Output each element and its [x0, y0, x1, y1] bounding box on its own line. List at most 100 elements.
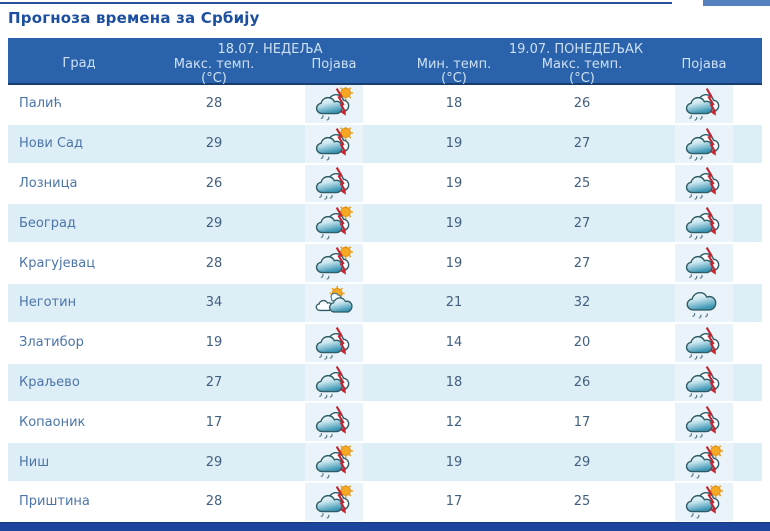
- day-group-monday: 19.07. ПОНЕДЕЉАК: [508, 42, 644, 57]
- table-row: Неготин 34 21 32: [8, 283, 762, 324]
- cloud-sun-thunderstorm-icon: [675, 482, 733, 521]
- phenomenon-label: Појава: [311, 57, 357, 72]
- monday-min-temp: 18: [445, 96, 463, 112]
- sunday-max-temp: 19: [205, 335, 223, 351]
- monday-phenomenon-cell: [646, 482, 762, 521]
- table-row: Златибор 19 14 20: [8, 323, 762, 364]
- table-row: Палић 28 18 26: [8, 85, 762, 125]
- monday-max-temp: 32: [573, 295, 591, 311]
- monday-min-temp: 19: [445, 175, 463, 191]
- cloud-thunderstorm-icon: [305, 164, 363, 203]
- monday-min-temp: 19: [445, 215, 463, 231]
- footer-bar: [0, 522, 770, 531]
- monday-min-temp: 19: [445, 255, 463, 271]
- column-header-sunday-max-temp: Макс. темп. (°C): [150, 58, 278, 86]
- sunday-phenomenon-cell: [278, 482, 390, 521]
- sunday-max-temp: 29: [205, 136, 223, 152]
- sunday-max-temp: 27: [205, 374, 223, 390]
- sunday-phenomenon-cell: [278, 403, 390, 442]
- table-row: Приштина 28 17 25: [8, 482, 762, 523]
- monday-min-temp: 19: [445, 136, 463, 152]
- unit-label: (°C): [201, 71, 227, 86]
- table-row: Нови Сад 29 19 27: [8, 124, 762, 165]
- monday-max-temp: 29: [573, 454, 591, 470]
- sunday-max-temp: 29: [205, 454, 223, 470]
- cloud-thunderstorm-icon: [675, 403, 733, 442]
- monday-phenomenon-cell: [646, 244, 762, 282]
- monday-max-temp: 20: [573, 335, 591, 351]
- top-divider: [0, 2, 672, 4]
- monday-min-temp: 12: [445, 414, 463, 430]
- table-body: Палић 28 18 26 Нови Сад 29 19 27 Лозница 26 19 25 Бе…: [8, 85, 762, 523]
- sunday-phenomenon-cell: [278, 283, 390, 322]
- column-header-monday-min-temp: Мин. темп. (°C): [390, 58, 518, 86]
- monday-min-temp: 18: [445, 374, 463, 390]
- monday-phenomenon-cell: [646, 85, 762, 123]
- sunday-phenomenon-cell: [278, 204, 390, 243]
- city-name: Нови Сад: [19, 136, 84, 152]
- table-row: Ниш 29 19 29: [8, 443, 762, 483]
- cloud-thunderstorm-icon: [675, 124, 733, 163]
- cloud-thunderstorm-icon: [305, 323, 363, 362]
- column-header-city: Град: [62, 56, 96, 71]
- forecast-table: Град 18.07. НЕДЕЉА 19.07. ПОНЕДЕЉАК Макс…: [8, 38, 762, 523]
- cloud-thunderstorm-icon: [675, 363, 733, 402]
- table-row: Београд 29 19 27: [8, 204, 762, 245]
- day-group-sunday: 18.07. НЕДЕЉА: [217, 42, 323, 57]
- table-row: Копаоник 17 12 17: [8, 403, 762, 444]
- sunday-phenomenon-cell: [278, 363, 390, 402]
- city-name: Краљево: [19, 374, 80, 390]
- sunday-max-temp: 29: [205, 215, 223, 231]
- unit-label: (°C): [441, 71, 467, 86]
- monday-max-temp: 27: [573, 215, 591, 231]
- sunday-max-temp: 26: [205, 175, 223, 191]
- sun-clouds-icon: [305, 283, 363, 322]
- cloud-thunderstorm-icon: [675, 323, 733, 362]
- cloud-thunderstorm-icon: [305, 403, 363, 442]
- city-name: Ниш: [19, 454, 50, 470]
- monday-min-temp: 19: [445, 454, 463, 470]
- table-row: Лозница 26 19 25: [8, 164, 762, 205]
- sunday-phenomenon-cell: [278, 244, 390, 282]
- monday-max-temp: 26: [573, 374, 591, 390]
- top-right-banner-fragment: [703, 0, 770, 6]
- city-name: Неготин: [19, 295, 77, 311]
- monday-phenomenon-cell: [646, 204, 762, 243]
- unit-label: (°C): [569, 71, 595, 86]
- monday-max-temp: 26: [573, 96, 591, 112]
- monday-phenomenon-cell: [646, 124, 762, 163]
- monday-min-temp: 21: [445, 295, 463, 311]
- cloud-thunderstorm-icon: [675, 204, 733, 243]
- city-name: Приштина: [19, 494, 90, 510]
- sunday-phenomenon-cell: [278, 164, 390, 203]
- cloud-sun-thunderstorm-icon: [305, 244, 363, 282]
- cloud-sun-thunderstorm-icon: [305, 482, 363, 521]
- sunday-max-temp: 34: [205, 295, 223, 311]
- monday-phenomenon-cell: [646, 443, 762, 481]
- cloud-sun-thunderstorm-icon: [675, 443, 733, 481]
- cloud-thunderstorm-icon: [675, 244, 733, 282]
- table-row: Краљево 27 18 26: [8, 363, 762, 404]
- page-title: Прогноза времена за Србију: [8, 9, 260, 27]
- column-header-monday-phenomenon: Појава: [646, 58, 762, 86]
- max-temp-label: Макс. темп.: [173, 57, 255, 72]
- min-temp-label: Мин. темп.: [416, 57, 492, 72]
- monday-phenomenon-cell: [646, 403, 762, 442]
- cloud-thunderstorm-icon: [305, 363, 363, 402]
- column-header-monday-max-temp: Макс. темп. (°C): [518, 58, 646, 86]
- monday-max-temp: 27: [573, 255, 591, 271]
- sunday-max-temp: 17: [205, 414, 223, 430]
- cloud-thunderstorm-icon: [675, 85, 733, 123]
- sunday-phenomenon-cell: [278, 124, 390, 163]
- sunday-phenomenon-cell: [278, 443, 390, 481]
- column-header-sunday-phenomenon: Појава: [278, 58, 390, 86]
- city-name: Лозница: [19, 175, 78, 191]
- sunday-phenomenon-cell: [278, 85, 390, 123]
- cloud-sun-thunderstorm-icon: [305, 204, 363, 243]
- cloud-sun-thunderstorm-icon: [305, 124, 363, 163]
- monday-phenomenon-cell: [646, 323, 762, 362]
- monday-min-temp: 17: [445, 494, 463, 510]
- sunday-max-temp: 28: [205, 96, 223, 112]
- cloud-thunderstorm-icon: [675, 164, 733, 203]
- monday-phenomenon-cell: [646, 363, 762, 402]
